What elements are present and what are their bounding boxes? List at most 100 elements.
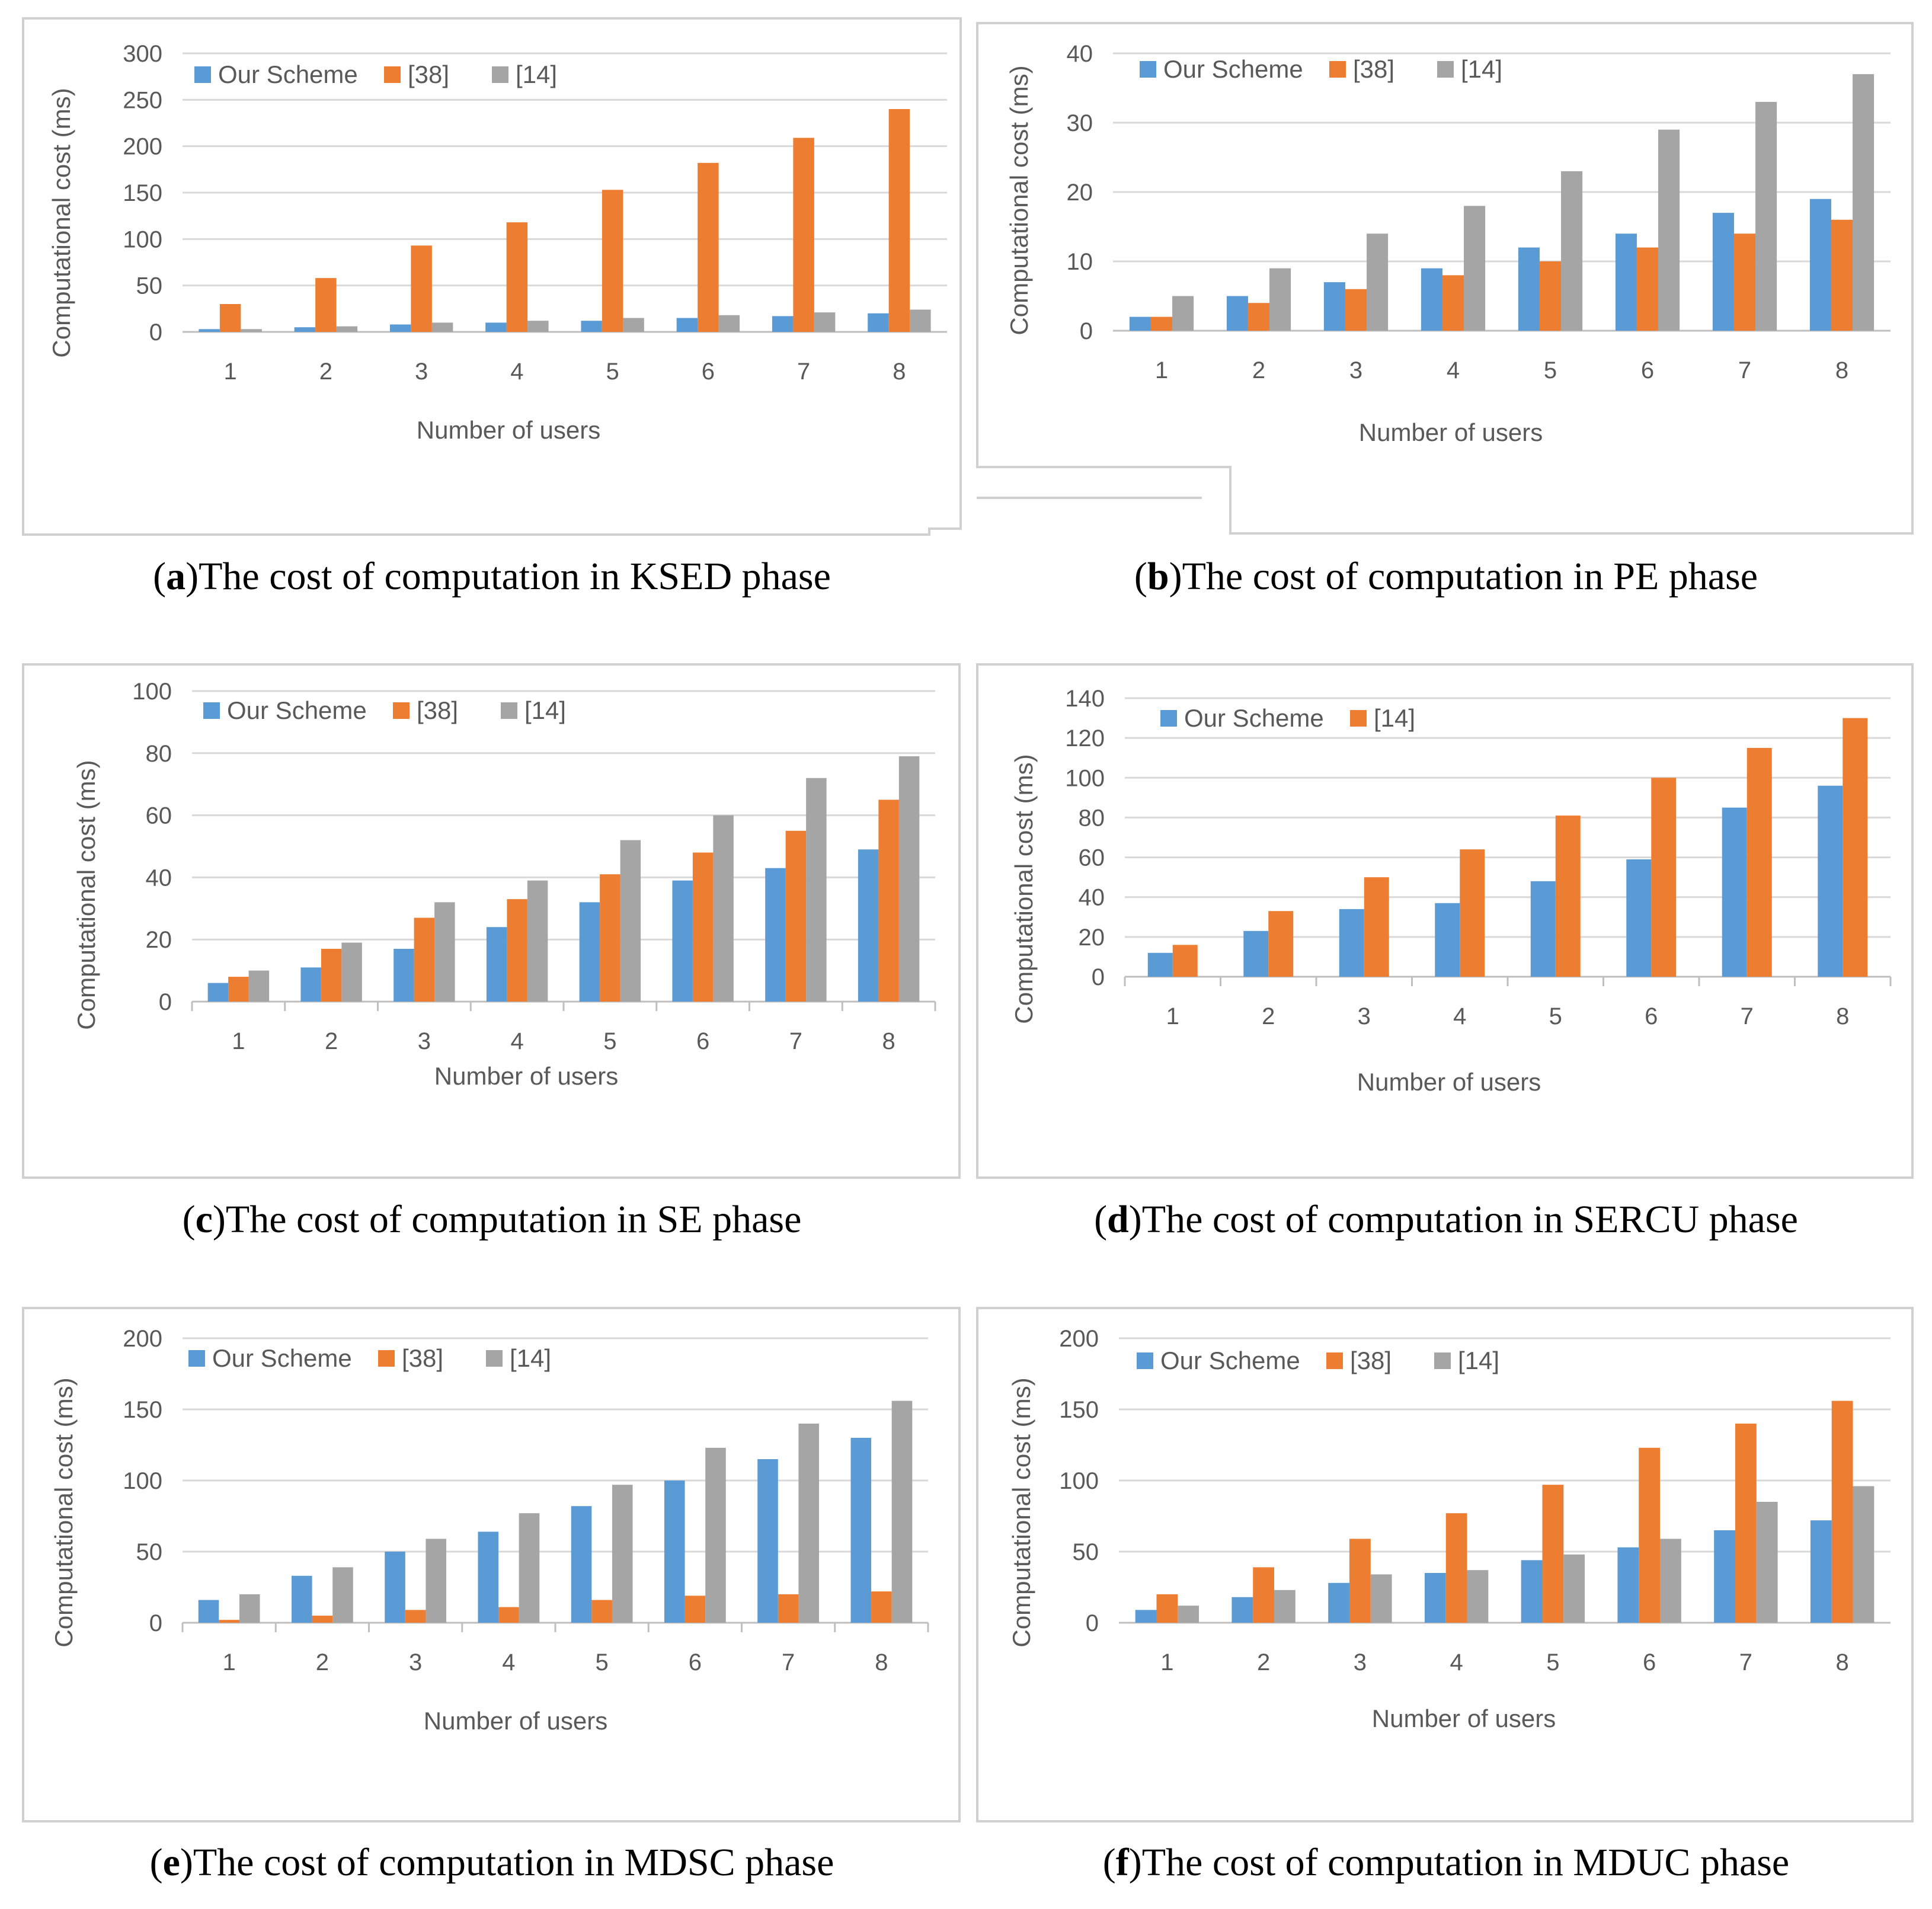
legend-swatch bbox=[384, 66, 401, 83]
x-tick-label: 6 bbox=[696, 1028, 709, 1054]
bar-14-3 bbox=[1367, 234, 1389, 331]
caption-letter-b: b bbox=[1147, 555, 1169, 598]
caption-paren-open: ( bbox=[149, 1841, 163, 1884]
bar-14-3 bbox=[1370, 1574, 1392, 1623]
bar-ourscheme-5 bbox=[1521, 1560, 1543, 1623]
bar-14-6 bbox=[705, 1447, 726, 1623]
x-tick-label: 8 bbox=[882, 1028, 895, 1054]
y-axis-title-a: Computational cost (ms) bbox=[47, 88, 75, 357]
x-tick-label: 3 bbox=[415, 359, 428, 385]
y-tick-label: 0 bbox=[159, 989, 172, 1015]
x-tick-label: 3 bbox=[1354, 1649, 1367, 1675]
bar-ourscheme-4 bbox=[1435, 903, 1460, 977]
bar-38-2 bbox=[315, 278, 337, 332]
legend-swatch bbox=[1434, 1352, 1451, 1369]
chart-svg-b: 0 10 20 30 40 1 2 3 4 5 6 7 8 Our Scheme [38] [14] Numb… bbox=[976, 22, 1914, 535]
y-tick-label: 40 bbox=[1079, 885, 1105, 911]
bar-ourscheme-7 bbox=[772, 316, 794, 332]
x-tick-label: 7 bbox=[1738, 357, 1751, 383]
legend-swatch bbox=[1160, 710, 1177, 727]
plot-area-d: 0 20 40 60 80 100 120 140 1 2 3 4 5 6 7 8 Our Scheme [14] bbox=[1065, 686, 1892, 1029]
bar-14-5 bbox=[1561, 171, 1583, 331]
bar-ourscheme-3 bbox=[1323, 282, 1345, 331]
bar-ourscheme-2 bbox=[1226, 296, 1248, 331]
y-tick-label: 150 bbox=[1059, 1397, 1099, 1423]
y-tick-label: 200 bbox=[1059, 1326, 1099, 1352]
caption-title-b: The cost of computation in PE phase bbox=[1182, 555, 1758, 598]
caption-d: (d)The cost of computation in SERCU phas… bbox=[966, 1197, 1926, 1242]
y-axis-title-e: Computational cost (ms) bbox=[50, 1377, 78, 1647]
y-axis-title-c: Computational cost (ms) bbox=[72, 760, 100, 1029]
y-tick-label: 200 bbox=[123, 1326, 162, 1352]
chart-frame-a bbox=[22, 17, 962, 536]
y-tick-label: 0 bbox=[149, 319, 162, 346]
bar-14-6 bbox=[1658, 129, 1680, 331]
bar-ourscheme-1 bbox=[199, 329, 220, 332]
bar-ourscheme-8 bbox=[1818, 785, 1843, 977]
bar-ourscheme-3 bbox=[389, 324, 411, 332]
bar-ourscheme-5 bbox=[1530, 881, 1556, 977]
x-tick-label: 3 bbox=[418, 1028, 431, 1054]
chart-svg-f: 0 50 100 150 200 1 2 3 4 5 6 7 8 Our Scheme [38] [14] N… bbox=[976, 1307, 1914, 1822]
bar-14-6 bbox=[1651, 778, 1677, 977]
caption-paren-close: ) bbox=[1128, 1841, 1142, 1884]
caption-f: (f)The cost of computation in MDUC phase bbox=[966, 1840, 1926, 1885]
caption-paren-open: ( bbox=[1134, 555, 1147, 598]
legend-label: Our Scheme bbox=[1160, 1347, 1300, 1374]
x-tick-label: 8 bbox=[875, 1649, 888, 1675]
bar-ourscheme-8 bbox=[858, 849, 879, 1002]
legend-swatch bbox=[1140, 61, 1156, 78]
bar-14-4 bbox=[1460, 849, 1485, 977]
legend-label: [14] bbox=[516, 60, 557, 88]
x-tick-label: 5 bbox=[606, 359, 619, 385]
legend-label: [38] bbox=[402, 1344, 443, 1372]
y-tick-label: 30 bbox=[1067, 110, 1093, 136]
bar-14-2 bbox=[336, 326, 358, 332]
y-tick-label: 10 bbox=[1067, 249, 1093, 275]
bar-14-2 bbox=[341, 942, 362, 1002]
bar-14-7 bbox=[798, 1424, 820, 1623]
bar-38-5 bbox=[591, 1600, 612, 1623]
bar-14-1 bbox=[248, 970, 270, 1002]
legend-swatch bbox=[188, 1350, 205, 1367]
bar-ourscheme-8 bbox=[850, 1438, 872, 1623]
bar-38-3 bbox=[405, 1610, 426, 1623]
bar-38-8 bbox=[888, 109, 910, 332]
bar-38-1 bbox=[1150, 316, 1173, 331]
bar-38-2 bbox=[1248, 303, 1270, 331]
chart-panel-b: 0 10 20 30 40 1 2 3 4 5 6 7 8 Our Scheme [38] [14] Numb… bbox=[976, 22, 1914, 539]
bar-14-1 bbox=[1178, 1606, 1199, 1623]
caption-letter-c: c bbox=[195, 1198, 213, 1241]
caption-paren-open: ( bbox=[1094, 1198, 1108, 1241]
chart-panel-d: 0 20 40 60 80 100 120 140 1 2 3 4 5 6 7 8 Our Scheme [14]… bbox=[976, 663, 1914, 1179]
x-tick-label: 6 bbox=[1643, 1649, 1656, 1675]
caption-paren-open: ( bbox=[153, 555, 167, 598]
caption-paren-close: ) bbox=[185, 555, 199, 598]
x-tick-label: 1 bbox=[1160, 1649, 1173, 1675]
bar-ourscheme-4 bbox=[486, 927, 507, 1002]
legend-label: Our Scheme bbox=[227, 696, 367, 724]
plot-area-e: 0 50 100 150 200 1 2 3 4 5 6 7 8 Our Scheme [38] [14] bbox=[123, 1326, 929, 1675]
y-axis-title-b: Computational cost (ms) bbox=[1005, 65, 1033, 335]
x-tick-label: 1 bbox=[223, 1649, 236, 1675]
x-tick-label: 8 bbox=[1836, 1649, 1849, 1675]
bar-ourscheme-2 bbox=[300, 967, 321, 1002]
bar-ourscheme-3 bbox=[1328, 1582, 1349, 1623]
bar-38-2 bbox=[312, 1616, 333, 1623]
bar-ourscheme-7 bbox=[1722, 807, 1747, 977]
x-tick-label: 8 bbox=[893, 359, 906, 385]
bar-38-4 bbox=[1445, 1513, 1467, 1623]
x-tick-label: 4 bbox=[511, 1028, 524, 1054]
bar-14-3 bbox=[434, 902, 455, 1002]
bar-14-3 bbox=[1364, 877, 1389, 977]
bar-14-7 bbox=[806, 778, 827, 1002]
bar-ourscheme-5 bbox=[581, 321, 602, 332]
bar-38-7 bbox=[785, 830, 807, 1002]
caption-title-e: The cost of computation in MDSC phase bbox=[193, 1841, 834, 1884]
bar-38-6 bbox=[698, 162, 719, 332]
y-tick-label: 50 bbox=[136, 273, 163, 299]
bar-38-5 bbox=[600, 874, 620, 1002]
caption-paren-close: ) bbox=[1128, 1198, 1142, 1241]
legend-label: Our Scheme bbox=[1163, 55, 1303, 83]
bar-14-4 bbox=[1467, 1570, 1489, 1623]
